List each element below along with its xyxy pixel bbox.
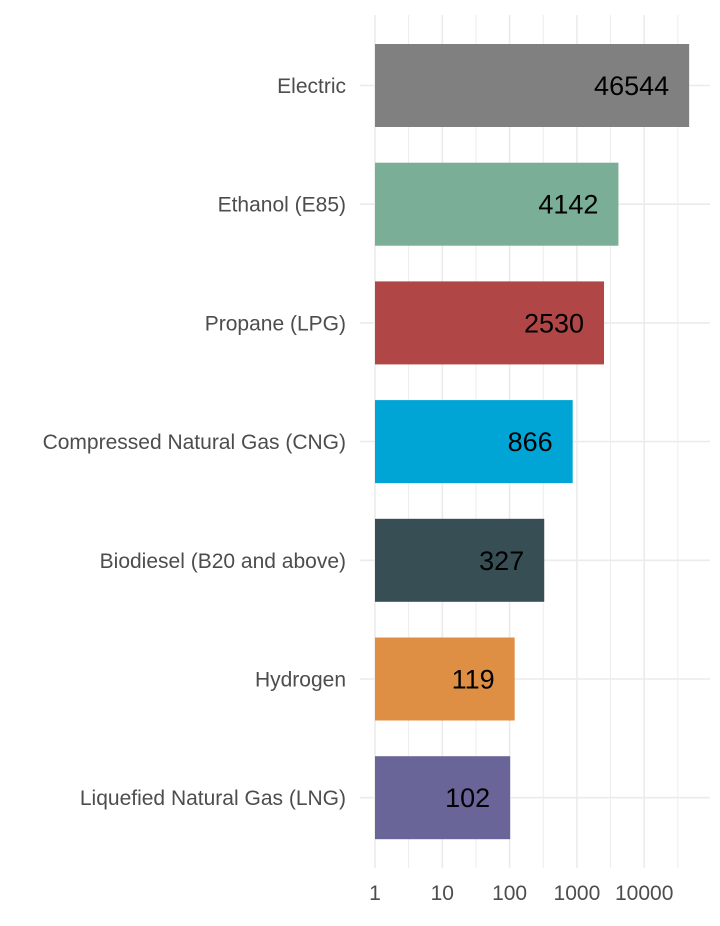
category-label: Hydrogen — [255, 669, 346, 692]
x-tick-label: 10 — [431, 882, 454, 905]
x-tick-label: 100 — [492, 882, 527, 905]
bar — [375, 756, 511, 840]
category-labels: Electric Ethanol (E85) Propane (LPG) Compre… — [43, 75, 346, 810]
bar-value-label: 866 — [508, 427, 553, 457]
bar — [375, 637, 515, 721]
bar — [375, 281, 605, 365]
bars — [375, 44, 690, 840]
x-tick-label: 10000 — [615, 882, 673, 905]
bar-value-label: 46544 — [594, 71, 669, 101]
category-label: Propane (LPG) — [205, 312, 346, 335]
bar-value-label: 102 — [445, 783, 490, 813]
bar-value-label: 119 — [452, 665, 495, 695]
bar — [375, 400, 573, 484]
category-label: Biodiesel (B20 and above) — [100, 550, 346, 573]
x-axis-ticks: 1 10 100 1000 10000 — [369, 882, 673, 905]
bar — [375, 162, 619, 246]
category-label: Compressed Natural Gas (CNG) — [43, 431, 346, 454]
x-tick-label: 1 — [369, 882, 381, 905]
category-label: Electric — [277, 75, 346, 98]
bar-value-label: 4142 — [538, 190, 598, 220]
bar-value-label: 327 — [479, 546, 524, 576]
value-labels: 46544 4142 2530 866 327 119 102 — [445, 71, 669, 813]
bar — [375, 44, 690, 127]
category-label: Liquefied Natural Gas (LNG) — [80, 787, 346, 810]
bar-value-label: 2530 — [524, 308, 584, 338]
bar — [375, 518, 545, 602]
x-tick-label: 1000 — [554, 882, 601, 905]
category-label: Ethanol (E85) — [218, 194, 346, 217]
